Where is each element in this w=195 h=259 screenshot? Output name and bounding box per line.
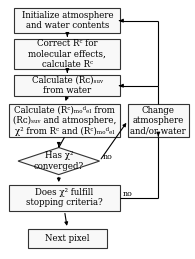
Text: no: no (102, 153, 112, 161)
FancyBboxPatch shape (14, 9, 120, 33)
FancyBboxPatch shape (14, 75, 120, 96)
FancyBboxPatch shape (14, 39, 120, 69)
Text: Initialize atmosphere
and water contents: Initialize atmosphere and water contents (21, 11, 113, 30)
FancyBboxPatch shape (9, 104, 120, 137)
Text: Calculate (Rᶜ)ₘₒᵈₑₗ from
(Rᴄ)ₛᵤᵥ and atmosphere,
χ² from Rᶜ and (Rᶜ)ₘₒᵈₑₗ: Calculate (Rᶜ)ₘₒᵈₑₗ from (Rᴄ)ₛᵤᵥ and atm… (13, 105, 116, 135)
Text: Next pixel: Next pixel (45, 234, 90, 243)
Text: Correct Rᶜ for
molecular effects,
calculate Rᶜ: Correct Rᶜ for molecular effects, calcul… (28, 39, 106, 69)
Text: Does χ² fulfill
stopping criteria?: Does χ² fulfill stopping criteria? (26, 188, 103, 207)
Text: Calculate (Rᴄ)ₛᵤᵥ
from water: Calculate (Rᴄ)ₛᵤᵥ from water (32, 76, 103, 95)
Text: Change
atmosphere
and/or water: Change atmosphere and/or water (130, 106, 186, 135)
FancyBboxPatch shape (27, 229, 107, 248)
FancyBboxPatch shape (128, 104, 189, 137)
Text: Has χ²
converged?: Has χ² converged? (34, 151, 84, 171)
Polygon shape (18, 148, 99, 175)
Text: no: no (122, 190, 132, 198)
FancyBboxPatch shape (9, 185, 120, 211)
